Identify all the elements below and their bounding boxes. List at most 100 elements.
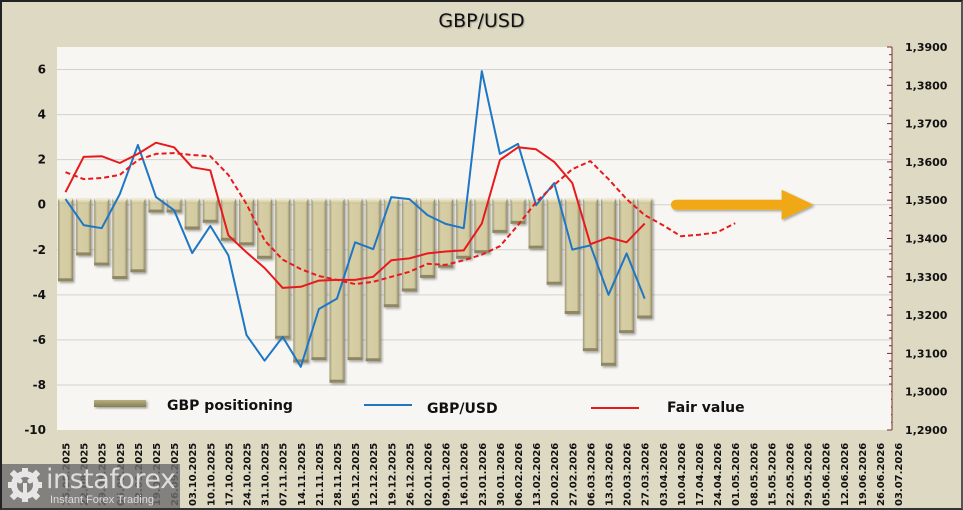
bar-body — [601, 198, 616, 366]
x-tick-label: 05.12.2025 — [351, 443, 362, 506]
y-right-tick-label: 1,3800 — [905, 79, 948, 92]
positioning-bar — [94, 198, 110, 266]
bar-body — [239, 198, 254, 246]
bar-body — [492, 198, 508, 233]
x-tick-label: 20.03.2026 — [623, 443, 634, 506]
bar-body — [220, 198, 236, 241]
bar-base — [438, 264, 454, 268]
bar-base — [202, 219, 218, 223]
x-tick-label: 06.02.2026 — [514, 443, 525, 506]
positioning-bar — [546, 198, 562, 285]
bar-base — [76, 252, 92, 256]
bar-cap — [275, 198, 291, 204]
x-tick-label: 20.02.2026 — [550, 443, 561, 506]
bar-base — [112, 276, 128, 280]
x-tick-label: 17.04.2026 — [695, 443, 706, 506]
x-tick-label: 09.01.2026 — [442, 443, 453, 506]
bar-body — [619, 198, 635, 334]
bar-body — [582, 198, 598, 352]
x-tick-label: 21.11.2025 — [315, 443, 326, 506]
y-left-tick-label: -10 — [24, 423, 46, 437]
bar-base — [220, 237, 236, 241]
bar-base — [311, 357, 327, 361]
legend-label-gbpusd: GBP/USD — [427, 401, 498, 417]
y-right-tick-label: 1,3100 — [905, 347, 948, 360]
x-tick-label: 15.05.2026 — [767, 443, 778, 506]
positioning-bar — [76, 198, 92, 256]
bar-body — [94, 198, 110, 266]
y-left-tick-label: 4 — [38, 108, 46, 122]
x-tick-label: 31.10.2025 — [261, 443, 272, 506]
x-tick-label: 10.04.2026 — [677, 443, 688, 506]
bar-cap — [601, 198, 616, 204]
instaforex-watermark: instaforex Instant Forex Trading — [2, 464, 180, 508]
x-tick-label: 13.03.2026 — [605, 443, 616, 506]
bar-cap — [293, 198, 309, 204]
x-tick-label: 27.03.2026 — [641, 443, 652, 506]
bar-base — [637, 315, 653, 319]
bar-body — [293, 198, 309, 363]
legend: GBP positioning GBP/USD Fair value — [58, 386, 891, 429]
x-tick-label: 03.10.2025 — [188, 443, 199, 506]
positioning-bar — [112, 198, 128, 280]
bar-body — [58, 198, 73, 282]
bar-cap — [420, 198, 435, 204]
positioning-bar — [401, 198, 417, 292]
bar-base — [184, 226, 200, 230]
x-tick-label: 14.11.2025 — [297, 443, 308, 506]
bar-cap — [492, 198, 508, 204]
bar-body — [510, 198, 526, 224]
bar-cap — [564, 198, 580, 204]
y-left-tick-label: -2 — [33, 243, 46, 257]
positioning-bar — [492, 198, 508, 233]
x-tick-label: 13.02.2026 — [532, 443, 543, 506]
x-tick-label: 23.01.2026 — [478, 443, 489, 506]
bar-body — [112, 198, 128, 280]
bar-cap — [637, 198, 653, 204]
bar-base — [528, 245, 544, 249]
x-tick-label: 16.01.2026 — [460, 443, 471, 506]
arrow-head-icon — [781, 189, 814, 220]
bar-base — [130, 269, 146, 273]
bar-base — [510, 220, 526, 224]
positioning-bar — [293, 198, 309, 363]
bar-cap — [58, 198, 73, 204]
watermark-brand: instaforex — [46, 464, 176, 495]
bar-base — [293, 359, 309, 363]
x-tick-label: 03.07.2026 — [894, 443, 905, 506]
x-tick-label: 10.10.2025 — [206, 443, 217, 506]
x-tick-label: 19.12.2025 — [387, 443, 398, 506]
x-tick-label: 12.12.2025 — [369, 443, 380, 506]
y-right-tick-label: 1,3500 — [905, 194, 948, 207]
bar-base — [347, 357, 363, 361]
y-right-tick-label: 1,3300 — [905, 271, 948, 284]
bar-body — [275, 198, 291, 339]
bar-base — [546, 281, 562, 285]
y-left-tick-label: -8 — [33, 378, 46, 392]
chart-title: GBP/USD — [438, 10, 525, 32]
arrow-shape — [670, 189, 814, 220]
x-tick-label: 08.05.2026 — [749, 443, 760, 506]
bar-body — [130, 198, 146, 273]
positioning-bar — [275, 198, 291, 339]
x-tick-label: 03.04.2026 — [659, 443, 670, 506]
legend-label-fair-value: Fair value — [667, 400, 745, 416]
positioning-bar — [220, 198, 236, 241]
bar-base — [329, 379, 345, 383]
bar-cap — [76, 198, 92, 204]
bar-cap — [383, 198, 399, 204]
left-axis-labels: -10 -8 -6 -4 -2 0 2 4 6 — [24, 63, 46, 437]
fair-value-average-line — [65, 152, 736, 286]
y-left-tick-label: 6 — [38, 63, 46, 77]
x-tick-label: 29.05.2026 — [804, 443, 815, 506]
positioning-bar — [420, 198, 435, 278]
bar-cap — [184, 198, 200, 204]
y-right-tick-label: 1,3600 — [905, 156, 948, 169]
x-tick-label: 17.10.2025 — [224, 443, 235, 506]
x-tick-label: 01.05.2026 — [731, 443, 742, 506]
positioning-bar — [184, 198, 200, 230]
bar-body — [383, 198, 399, 308]
x-tick-label: 22.05.2026 — [786, 443, 797, 506]
bar-base — [365, 358, 381, 362]
